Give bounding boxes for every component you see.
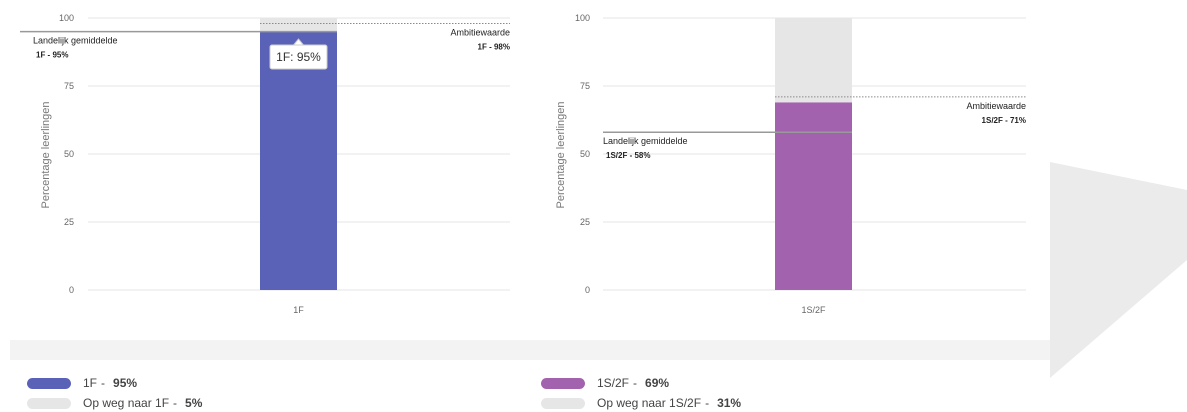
x-tick-label: 1S/2F: [801, 305, 826, 315]
y-axis-label: Percentage leerlingen: [40, 101, 52, 208]
average-line-value: 1S/2F - 58%: [606, 151, 650, 160]
separator-strip: [10, 340, 1050, 360]
bar-remainder: [260, 18, 337, 32]
y-tick-label: 100: [59, 13, 74, 23]
y-tick-label: 0: [69, 285, 74, 295]
average-line-label: Landelijk gemiddelde: [603, 136, 688, 146]
legend-value: 69%: [645, 376, 670, 390]
legend-value: 31%: [717, 396, 742, 410]
y-tick-label: 50: [64, 149, 74, 159]
y-tick-label: 100: [575, 13, 590, 23]
legend-label: Op weg naar 1F: [83, 396, 170, 410]
legend-swatch-icon: [541, 377, 585, 389]
y-tick-label: 0: [585, 285, 590, 295]
legend-label: Op weg naar 1S/2F: [597, 396, 702, 410]
legend-item-1s2f[interactable]: 1S/2F -69%: [541, 376, 669, 390]
tooltip-text: 1F: 95%: [276, 50, 321, 64]
legend-value: 95%: [113, 376, 138, 390]
ambition-line-label: Ambitiewaarde: [966, 101, 1026, 111]
legend-item-1f[interactable]: 1F -95%: [27, 376, 137, 390]
bar-value: [260, 31, 337, 290]
bar-remainder: [775, 18, 852, 103]
x-tick-label: 1F: [293, 305, 304, 315]
bar-value: [775, 102, 852, 290]
legend-value: 5%: [185, 396, 203, 410]
ambition-line-value: 1S/2F - 71%: [982, 116, 1026, 125]
legend-item-op-weg-1f[interactable]: Op weg naar 1F -5%: [27, 396, 202, 410]
y-tick-label: 75: [64, 81, 74, 91]
legend-swatch-icon: [27, 397, 71, 409]
y-axis-label: Percentage leerlingen: [555, 101, 567, 208]
average-line-label: Landelijk gemiddelde: [33, 36, 118, 46]
y-tick-label: 50: [580, 149, 590, 159]
legend-label: 1F: [83, 376, 98, 390]
legend-swatch-icon: [541, 397, 585, 409]
legend-swatch-icon: [27, 377, 71, 389]
legend-label: 1S/2F: [597, 376, 630, 390]
average-line-value: 1F - 95%: [36, 51, 68, 60]
y-tick-label: 25: [64, 217, 74, 227]
tooltip-box: [269, 44, 328, 70]
ambition-line-value: 1F - 98%: [478, 42, 510, 51]
y-tick-label: 75: [580, 81, 590, 91]
ambition-line-label: Ambitiewaarde: [450, 27, 510, 37]
legend-item-op-weg-1s2f[interactable]: Op weg naar 1S/2F -31%: [541, 396, 741, 410]
y-tick-label: 25: [580, 217, 590, 227]
